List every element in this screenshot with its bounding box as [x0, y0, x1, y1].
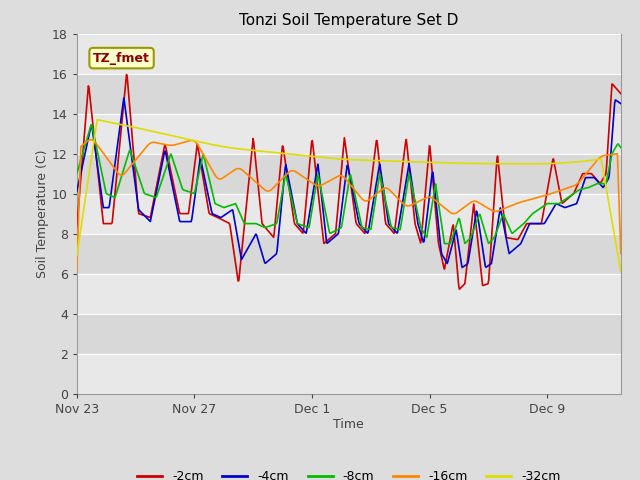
Text: TZ_fmet: TZ_fmet [93, 51, 150, 65]
Bar [77, 354, 621, 394]
Y-axis label: Soil Temperature (C): Soil Temperature (C) [36, 149, 49, 278]
Bar [77, 193, 621, 234]
Bar [77, 313, 621, 354]
Bar [77, 154, 621, 193]
X-axis label: Time: Time [333, 419, 364, 432]
Title: Tonzi Soil Temperature Set D: Tonzi Soil Temperature Set D [239, 13, 458, 28]
Bar [77, 274, 621, 313]
Bar [77, 73, 621, 114]
Bar [77, 234, 621, 274]
Legend: -2cm, -4cm, -8cm, -16cm, -32cm: -2cm, -4cm, -8cm, -16cm, -32cm [132, 465, 566, 480]
Bar [77, 34, 621, 73]
Bar [77, 114, 621, 154]
